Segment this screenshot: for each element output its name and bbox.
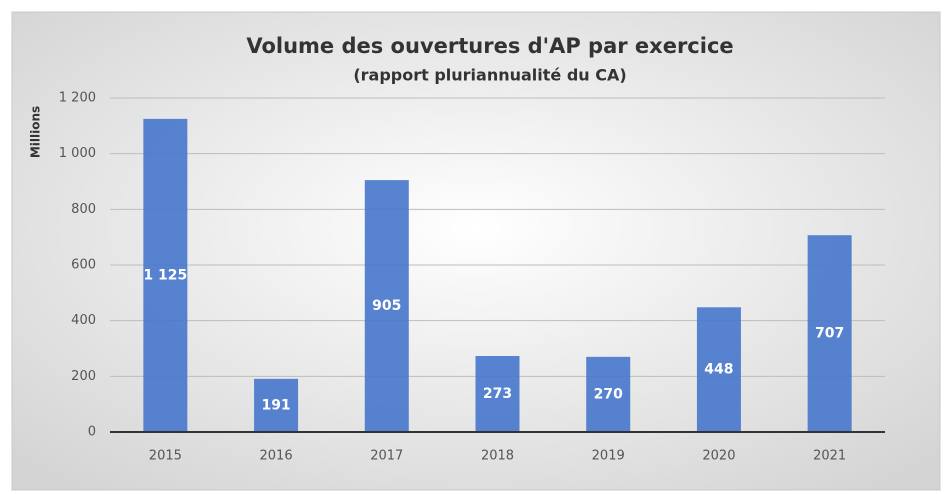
data-label: 905: [372, 298, 401, 314]
bar: [364, 180, 409, 432]
data-label: 191: [261, 397, 290, 413]
bar: [475, 356, 520, 432]
chart-subtitle: (rapport pluriannualité du CA): [353, 66, 626, 85]
y-tick-label: 200: [71, 369, 96, 384]
data-label: 273: [483, 386, 512, 402]
bar: [254, 378, 299, 432]
x-tick-label: 2015: [149, 449, 182, 464]
y-tick-label: 600: [71, 258, 96, 273]
data-label: 707: [815, 326, 844, 342]
data-label: 270: [594, 386, 623, 402]
y-tick-label: 400: [71, 313, 96, 328]
data-label: 1 125: [143, 267, 187, 283]
y-tick-label: 800: [71, 202, 96, 217]
x-tick-label: 2021: [813, 449, 846, 464]
y-tick-label: 1 200: [59, 91, 96, 106]
x-tick-label: 2019: [592, 449, 625, 464]
x-tick-label: 2018: [481, 449, 514, 464]
bar: [143, 118, 188, 432]
x-tick-label: 2020: [702, 449, 735, 464]
bar: [696, 307, 741, 432]
x-tick-label: 2017: [370, 449, 403, 464]
y-tick-label: 1 000: [59, 146, 96, 161]
bar: [586, 356, 631, 432]
x-tick-label: 2016: [260, 449, 293, 464]
y-tick-label: 0: [88, 425, 96, 440]
bar: [807, 235, 852, 432]
data-label: 448: [704, 362, 733, 378]
y-axis-label: Millions: [29, 106, 43, 158]
chart-title: Volume des ouvertures d'AP par exercice: [246, 34, 733, 58]
